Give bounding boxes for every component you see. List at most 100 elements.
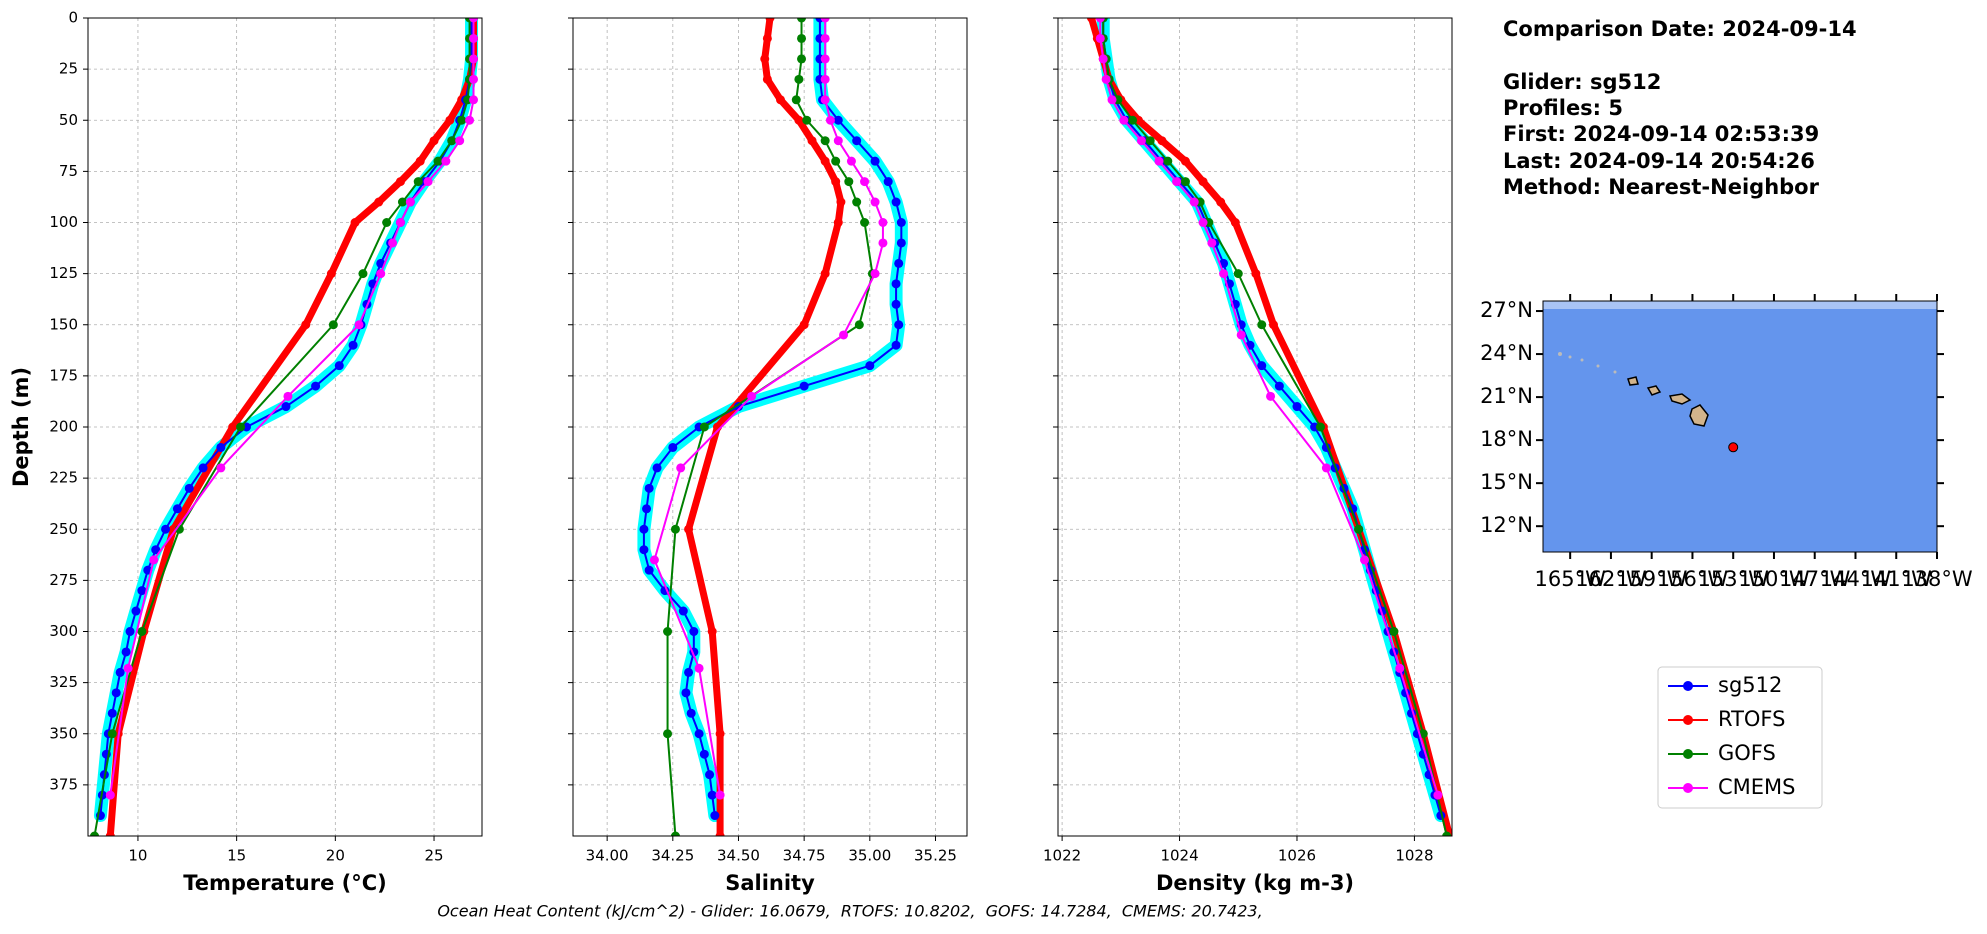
profile-point (852, 197, 862, 207)
profile-point (839, 330, 849, 340)
profile-point (311, 381, 321, 391)
profile-point (844, 177, 854, 187)
profile-point (354, 320, 364, 330)
profile-point (1233, 269, 1243, 279)
profile-point (1292, 402, 1302, 412)
y-tick-label: 100 (49, 213, 78, 231)
profile-point (686, 708, 696, 718)
profile-point (123, 663, 133, 673)
y-tick-label: 0 (68, 9, 78, 27)
profile-point (891, 279, 901, 289)
profile-point (1315, 422, 1325, 432)
profile-point (820, 95, 830, 105)
profile-point (1095, 18, 1105, 23)
lon-label: 150°W (1738, 567, 1810, 591)
profile-point (1360, 555, 1370, 565)
profile-point (799, 381, 809, 391)
profile-point (326, 269, 336, 279)
profile-point (447, 136, 457, 146)
profile-point (831, 177, 841, 187)
profile-point (649, 555, 659, 565)
axes-frame (87, 17, 483, 837)
profile-point (184, 483, 194, 493)
profile-point (833, 218, 843, 227)
profile-point (405, 197, 415, 207)
profile-point (894, 258, 904, 268)
profile-point (376, 269, 386, 279)
profile-point (820, 269, 830, 279)
profile-point (797, 18, 807, 23)
profile-point (161, 524, 171, 534)
legend-label: RTOFS (1718, 707, 1785, 731)
profile-point (1154, 156, 1164, 166)
profile-point (1230, 218, 1240, 227)
lon-label: 141°W (1861, 567, 1933, 591)
profile-point (642, 504, 652, 514)
profile-point (216, 463, 226, 473)
legend (1657, 666, 1823, 809)
profile-point (1198, 177, 1208, 187)
profile-point (1274, 381, 1284, 391)
profile-point (865, 361, 875, 371)
profile-point (676, 463, 686, 473)
profile-point (802, 115, 812, 125)
profile-point (670, 831, 680, 836)
profile-point (668, 442, 678, 452)
profile-point (1266, 391, 1276, 401)
profile-point (891, 197, 901, 207)
profile-point (639, 524, 649, 534)
legend-label: GOFS (1718, 741, 1776, 765)
x-tick-label: 35.00 (848, 847, 891, 865)
profile-point (644, 483, 654, 493)
profile-point (465, 115, 475, 125)
info-line: First: 2024-09-14 02:53:39 (1503, 122, 1819, 146)
y-tick-label: 250 (49, 520, 78, 538)
plot-area (1086, 18, 1452, 836)
x-tick-label: 10 (128, 847, 147, 865)
profile-point (1207, 238, 1217, 248)
profile-point (469, 95, 479, 105)
profile-point (707, 627, 717, 636)
profile-point (852, 136, 862, 146)
profile-point (281, 402, 291, 412)
profile-point (151, 545, 161, 555)
profile-point (1354, 524, 1364, 534)
profile-point (455, 136, 465, 146)
profile-point (860, 177, 870, 187)
x-tick-label: 25 (424, 847, 443, 865)
y-tick-label: 25 (59, 60, 78, 78)
profile-point (172, 504, 182, 514)
profile-point (684, 524, 694, 534)
map: 27°N24°N21°N18°N15°N12°N165°W162°W159°W1… (1480, 294, 1973, 591)
raw-band (93, 18, 479, 823)
profile-point (105, 831, 115, 836)
profile-point (358, 269, 368, 279)
profile-point (776, 95, 786, 105)
islands (1627, 376, 1709, 427)
ocean (1543, 301, 1937, 552)
profile-point (820, 156, 830, 166)
profile-point (137, 627, 147, 636)
profile-point (111, 688, 121, 698)
profile-point (670, 524, 680, 534)
profile-point (1216, 197, 1226, 207)
profile-point (328, 320, 338, 330)
profile-point (689, 627, 699, 636)
x-tick-label: 34.75 (783, 847, 826, 865)
profile-point (1268, 320, 1278, 330)
profile-point (105, 790, 115, 800)
profile-point (121, 647, 131, 657)
y-tick-label: 375 (49, 775, 78, 793)
map-frame (1542, 300, 1938, 553)
x-tick-label: 1028 (1395, 847, 1433, 865)
profile-point (415, 156, 425, 166)
profile-line (1102, 18, 1442, 817)
profile-point (1163, 156, 1173, 166)
profile-point (797, 33, 807, 43)
profile-point (765, 18, 775, 23)
small-islands (1558, 352, 1617, 374)
profile-point (1219, 269, 1229, 279)
profile-point (1236, 330, 1246, 340)
x-axis-label: Salinity (725, 871, 815, 895)
